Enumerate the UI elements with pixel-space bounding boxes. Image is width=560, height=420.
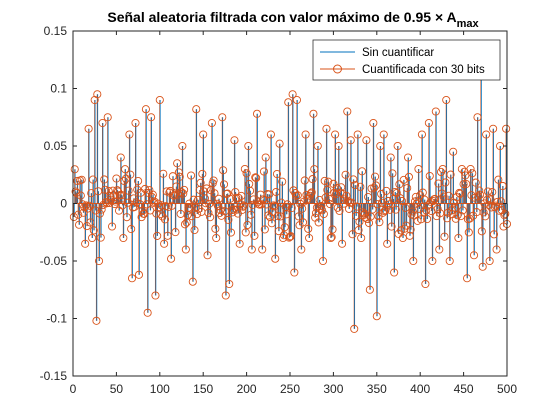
markers-layer — [70, 56, 510, 332]
y-tick-label: 0 — [60, 197, 67, 211]
x-tick-label: 100 — [150, 382, 170, 396]
x-tick-label: 450 — [454, 382, 474, 396]
y-tick-label: 0.15 — [44, 24, 68, 38]
x-tick-label: 500 — [497, 382, 517, 396]
chart-title: Señal aleatoria filtrada con valor máxim… — [107, 9, 479, 30]
x-tick-label: 400 — [410, 382, 430, 396]
y-tick-label: 0.1 — [50, 82, 67, 96]
legend-label-sin-cuantificar: Sin cuantificar — [362, 47, 434, 59]
y-tick-label: -0.15 — [40, 369, 68, 383]
chart-title-subscript: max — [457, 18, 480, 30]
y-tick-label: 0.05 — [44, 139, 68, 153]
x-tick-label: 200 — [237, 382, 257, 396]
chart-title-main: Señal aleatoria filtrada con valor máxim… — [107, 9, 456, 25]
legend-label-cuantificada: Cuantificada con 30 bits — [362, 64, 485, 76]
x-tick-label: 0 — [70, 382, 77, 396]
x-tick-label: 150 — [193, 382, 213, 396]
x-tick-label: 300 — [323, 382, 343, 396]
y-tick-label: -0.1 — [46, 312, 67, 326]
x-tick-label: 50 — [110, 382, 124, 396]
x-tick-label: 350 — [367, 382, 387, 396]
y-tick-label: -0.05 — [40, 254, 68, 268]
x-tick-label: 250 — [280, 382, 300, 396]
legend: Sin cuantificar Cuantificada con 30 bits — [313, 40, 500, 80]
